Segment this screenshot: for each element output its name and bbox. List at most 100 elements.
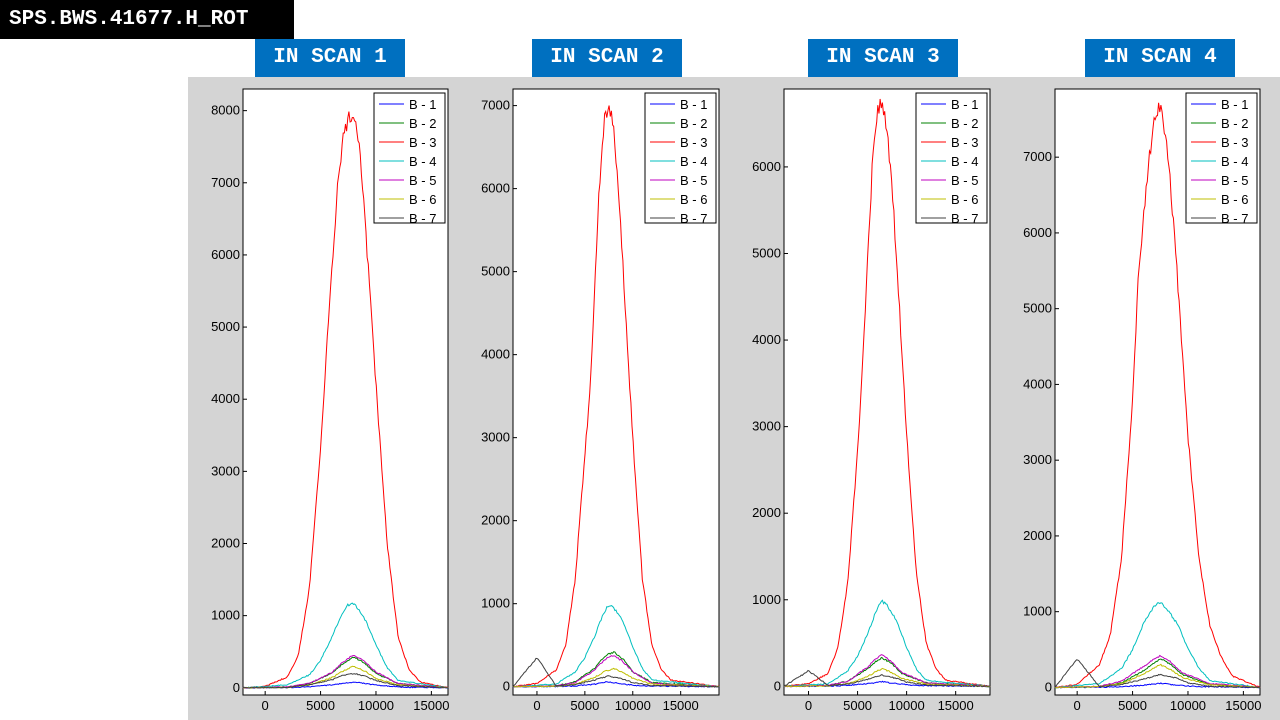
legend-box <box>1185 92 1258 224</box>
x-tick-label: 10000 <box>358 698 394 713</box>
legend-label: B - 2 <box>680 116 707 131</box>
legend-label: B - 7 <box>409 211 436 226</box>
legend-label: B - 4 <box>409 154 436 169</box>
x-tick-label: 15000 <box>413 698 449 713</box>
x-tick-label: 5000 <box>1118 698 1147 713</box>
x-tick-label: 15000 <box>1225 698 1261 713</box>
y-tick-label: 0 <box>503 679 510 694</box>
y-tick-label: 7000 <box>211 175 240 190</box>
series-line-b-6 <box>1054 663 1261 689</box>
y-tick-label: 3000 <box>211 463 240 478</box>
x-tick-label: 10000 <box>1170 698 1206 713</box>
legend: B - 1 B - 2 B - 3 B - 4 B - 5 B - 6 B - 7 <box>373 92 446 226</box>
legend-label: B - 7 <box>951 211 978 226</box>
plot-panel-1: 0 1000 2000 3000 4000 5000 6000 7000 8000 0 5000 10… <box>211 88 449 713</box>
legend-label: B - 1 <box>951 97 978 112</box>
legend-label: B - 4 <box>680 154 707 169</box>
series-line-b-7 <box>512 657 720 688</box>
legend-label: B - 3 <box>951 135 978 150</box>
x-tick-label: 5000 <box>843 698 872 713</box>
y-tick-label: 2000 <box>752 505 781 520</box>
series-line-b-4 <box>242 602 449 689</box>
y-tick-label: 6000 <box>481 181 510 196</box>
series-line-b-5 <box>783 654 991 688</box>
scan-3-label: IN SCAN 3 <box>808 39 958 77</box>
legend-label: B - 5 <box>1221 173 1248 188</box>
y-tick-label: 0 <box>1045 679 1052 694</box>
series-line-b-6 <box>512 667 720 688</box>
x-tick-label: 0 <box>262 698 269 713</box>
y-tick-label: 6000 <box>752 159 781 174</box>
y-tick-label: 5000 <box>1023 301 1052 316</box>
y-tick-label: 1000 <box>481 596 510 611</box>
y-tick-label: 1000 <box>211 608 240 623</box>
plot-panel-4: 0 1000 2000 3000 4000 5000 6000 7000 0 5000 10000 1… <box>1023 88 1261 713</box>
legend-label: B - 6 <box>1221 192 1248 207</box>
y-tick-label: 4000 <box>211 391 240 406</box>
legend-box <box>915 92 988 224</box>
y-tick-label: 6000 <box>1023 225 1052 240</box>
series-line-b-3 <box>242 111 449 689</box>
plot-panel-3: 0 1000 2000 3000 4000 5000 6000 0 5000 10000 15000… <box>752 88 991 713</box>
x-tick-label: 0 <box>805 698 812 713</box>
legend-label: B - 6 <box>951 192 978 207</box>
y-tick-label: 2000 <box>481 513 510 528</box>
page-title: SPS.BWS.41677.H_ROT <box>0 0 294 39</box>
series-line-b-4 <box>512 605 720 688</box>
legend-label: B - 6 <box>409 192 436 207</box>
y-tick-label: 3000 <box>481 430 510 445</box>
y-tick-label: 4000 <box>1023 376 1052 391</box>
legend-label: B - 5 <box>680 173 707 188</box>
legend-label: B - 2 <box>1221 116 1248 131</box>
series-line-b-6 <box>783 667 991 688</box>
scan-2-label: IN SCAN 2 <box>532 39 682 77</box>
legend-box <box>373 92 446 224</box>
series-line-b-4 <box>783 599 991 688</box>
y-tick-label: 4000 <box>481 347 510 362</box>
legend-label: B - 6 <box>680 192 707 207</box>
x-tick-label: 10000 <box>615 698 651 713</box>
y-tick-label: 7000 <box>481 98 510 113</box>
plot-panel-2: 0 1000 2000 3000 4000 5000 6000 7000 0 5000 10000 1… <box>481 88 720 713</box>
legend-label: B - 3 <box>409 135 436 150</box>
y-tick-label: 1000 <box>1023 604 1052 619</box>
legend-label: B - 4 <box>1221 154 1248 169</box>
scan-4-label: IN SCAN 4 <box>1085 39 1235 77</box>
legend-label: B - 3 <box>1221 135 1248 150</box>
legend-label: B - 7 <box>1221 211 1248 226</box>
legend-label: B - 2 <box>409 116 436 131</box>
legend-label: B - 1 <box>680 97 707 112</box>
y-tick-label: 4000 <box>752 332 781 347</box>
series-line-b-7 <box>242 672 449 689</box>
x-tick-label: 5000 <box>306 698 335 713</box>
y-tick-label: 5000 <box>752 245 781 260</box>
x-tick-label: 0 <box>533 698 540 713</box>
y-tick-label: 6000 <box>211 247 240 262</box>
series-line-b-4 <box>1054 602 1261 689</box>
legend-label: B - 1 <box>409 97 436 112</box>
y-tick-label: 0 <box>233 680 240 695</box>
legend-label: B - 1 <box>1221 97 1248 112</box>
y-tick-label: 7000 <box>1023 149 1052 164</box>
y-tick-label: 5000 <box>211 319 240 334</box>
x-tick-label: 15000 <box>663 698 699 713</box>
x-tick-label: 10000 <box>889 698 925 713</box>
y-tick-label: 1000 <box>752 592 781 607</box>
legend: B - 1 B - 2 B - 3 B - 4 B - 5 B - 6 B - 7 <box>1185 92 1258 226</box>
legend: B - 1 B - 2 B - 3 B - 4 B - 5 B - 6 B - 7 <box>644 92 717 226</box>
y-tick-label: 3000 <box>752 419 781 434</box>
y-tick-label: 3000 <box>1023 452 1052 467</box>
y-tick-label: 0 <box>774 678 781 693</box>
x-tick-label: 0 <box>1074 698 1081 713</box>
legend-box <box>644 92 717 224</box>
series-line-b-7 <box>1054 659 1261 689</box>
legend-label: B - 7 <box>680 211 707 226</box>
legend-label: B - 5 <box>951 173 978 188</box>
x-tick-label: 15000 <box>938 698 974 713</box>
legend: B - 1 B - 2 B - 3 B - 4 B - 5 B - 6 B - 7 <box>915 92 988 226</box>
y-tick-label: 2000 <box>1023 528 1052 543</box>
legend-label: B - 3 <box>680 135 707 150</box>
legend-label: B - 2 <box>951 116 978 131</box>
legend-label: B - 4 <box>951 154 978 169</box>
